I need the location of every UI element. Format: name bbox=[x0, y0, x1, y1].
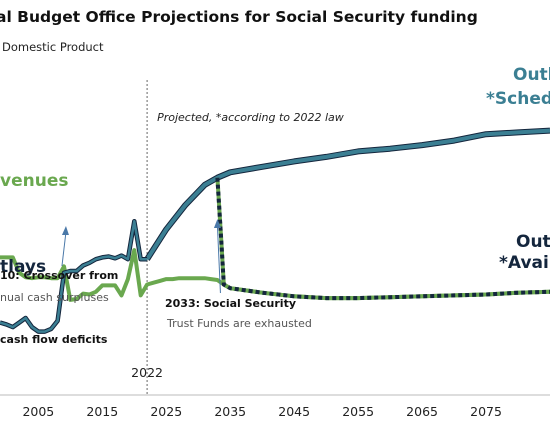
series-label-available-suffix: *Availa bbox=[499, 253, 550, 273]
exhaustion-text-2: Trust Funds are exhausted bbox=[166, 317, 312, 330]
series-line-outla-outline bbox=[144, 127, 550, 261]
x-tick-label-2055: 2055 bbox=[342, 404, 374, 419]
series-label-scheduled-suffix: *Schedu bbox=[486, 89, 550, 109]
series-line-outl bbox=[215, 177, 550, 301]
series-line-outla bbox=[145, 128, 550, 261]
series-label-outlays-scheduled: Outla bbox=[513, 65, 550, 85]
x-tick-label-2025: 2025 bbox=[150, 404, 182, 419]
series-label-revenues: venues bbox=[0, 171, 68, 191]
series-line-outl-base bbox=[215, 177, 550, 301]
projection-note: Projected, *according to 2022 law bbox=[157, 111, 344, 124]
crossover-text-2: nual cash surpluses bbox=[0, 291, 109, 304]
crossover-arrow-head bbox=[61, 226, 69, 235]
x-axis-ticks: 2005 2015 2025 2035 2045 2055 2065 2075 bbox=[22, 404, 501, 419]
exhaustion-text-1: 2033: Social Security bbox=[165, 297, 296, 310]
crossover-text-1: 10: Crossover from bbox=[0, 269, 118, 282]
x-tick-label-2075: 2075 bbox=[470, 404, 502, 419]
crossover-text-3: cash flow deficits bbox=[0, 333, 108, 346]
series-layer bbox=[0, 127, 550, 334]
series-label-outlays-hist: tlays bbox=[0, 257, 46, 277]
series-label-outlays-available: Outl bbox=[516, 232, 550, 252]
x-tick-label-2005: 2005 bbox=[22, 404, 54, 419]
series-line-tlays bbox=[0, 219, 148, 333]
chart-subtitle: Domestic Product bbox=[2, 40, 104, 54]
exhaustion-arrow-line bbox=[216, 225, 221, 294]
x-tick-label-2065: 2065 bbox=[406, 404, 438, 419]
x-tick-label-2035: 2035 bbox=[214, 404, 246, 419]
x-tick-label-2045: 2045 bbox=[278, 404, 310, 419]
chart-title: al Budget Office Projections for Social … bbox=[0, 8, 478, 26]
x-tick-label-2015: 2015 bbox=[86, 404, 118, 419]
crossover-arrow-line bbox=[61, 231, 67, 267]
exhaustion-arrow-head bbox=[213, 219, 221, 228]
divider-label: 2022 bbox=[131, 365, 163, 380]
